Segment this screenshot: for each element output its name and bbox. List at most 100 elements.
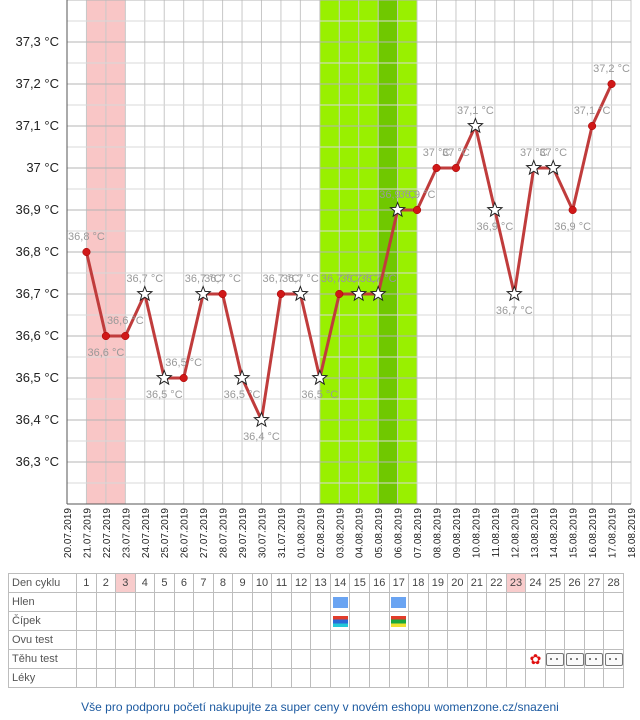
temperature-line bbox=[84, 83, 613, 422]
x-tick-label: 04.08.2019 bbox=[355, 508, 366, 558]
x-tick-label: 22.07.2019 bbox=[102, 508, 113, 558]
table-cell bbox=[388, 668, 410, 688]
table-cell bbox=[486, 592, 507, 612]
data-label: 36,7 °C bbox=[126, 273, 163, 285]
table-cell bbox=[525, 630, 546, 650]
table-cell bbox=[603, 611, 624, 631]
data-point-star bbox=[486, 201, 504, 218]
row-label: Léky bbox=[8, 668, 77, 688]
table-cell bbox=[408, 630, 429, 650]
table-cell bbox=[95, 592, 117, 612]
table-cell bbox=[212, 630, 234, 650]
table-cell bbox=[173, 630, 195, 650]
y-tick-label: 36,6 °C bbox=[15, 328, 59, 343]
footer-promo-link[interactable]: Vše pro podporu početí nakupujte za supe… bbox=[81, 700, 559, 714]
data-label: 36,7 °C bbox=[282, 273, 319, 285]
table-cell bbox=[564, 611, 585, 631]
table-row-ovu-test: Ovu test bbox=[8, 630, 624, 650]
data-point bbox=[218, 289, 227, 299]
table-cell bbox=[466, 630, 488, 650]
row-label: Čípek bbox=[8, 611, 77, 631]
table-cell bbox=[603, 592, 624, 612]
table-cell bbox=[271, 668, 292, 688]
data-label: 36,7 °C bbox=[360, 273, 397, 285]
table-cell bbox=[271, 649, 292, 669]
y-tick-label: 36,9 °C bbox=[15, 202, 59, 217]
table-cell bbox=[271, 630, 292, 650]
table-cell bbox=[388, 649, 410, 669]
table-cell: 20 bbox=[447, 573, 468, 593]
y-tick-label: 37,3 °C bbox=[15, 34, 59, 49]
x-tick-label: 07.08.2019 bbox=[413, 508, 424, 558]
table-cell bbox=[368, 649, 390, 669]
data-point-star bbox=[525, 159, 543, 176]
data-label: 37 °C bbox=[539, 147, 567, 159]
table-row-tehu-test: Těhu test ✿ bbox=[8, 649, 624, 669]
table-cell bbox=[232, 668, 253, 688]
cervix-marker bbox=[391, 615, 407, 627]
table-cell bbox=[76, 630, 97, 650]
table-cell bbox=[212, 611, 234, 631]
table-cell bbox=[525, 611, 546, 631]
table-cell: 7 bbox=[193, 573, 214, 593]
table-cell bbox=[290, 630, 312, 650]
x-tick-label: 01.08.2019 bbox=[296, 508, 307, 558]
x-tick-label: 17.08.2019 bbox=[608, 508, 619, 558]
table-cell bbox=[154, 649, 175, 669]
table-cell bbox=[564, 649, 585, 669]
row-label: Den cyklu bbox=[8, 573, 77, 593]
table-cell bbox=[525, 592, 546, 612]
table-row-leky: Léky bbox=[8, 668, 624, 688]
table-cell bbox=[505, 649, 527, 669]
data-label: 36,7 °C bbox=[263, 273, 300, 285]
table-cell bbox=[388, 611, 410, 631]
table-cell bbox=[564, 630, 585, 650]
table-cell: ✿ bbox=[525, 649, 546, 669]
table-cell bbox=[368, 668, 390, 688]
data-label: 37,1 °C bbox=[457, 105, 494, 117]
data-point bbox=[568, 205, 577, 215]
table-cell bbox=[251, 649, 273, 669]
y-tick-label: 36,8 °C bbox=[15, 244, 59, 259]
data-label: 36,9 °C bbox=[379, 189, 416, 201]
table-cell bbox=[329, 630, 351, 650]
table-cell bbox=[251, 611, 273, 631]
table-cell bbox=[212, 668, 234, 688]
table-cell bbox=[349, 649, 370, 669]
test-strip-icon bbox=[546, 652, 564, 666]
x-tick-label: 28.07.2019 bbox=[219, 508, 230, 558]
table-cell bbox=[427, 630, 449, 650]
table-cell bbox=[173, 611, 195, 631]
x-tick-label: 15.08.2019 bbox=[569, 508, 580, 558]
data-label: 36,5 °C bbox=[146, 389, 183, 401]
table-cell: 28 bbox=[603, 573, 624, 593]
chart-grid bbox=[66, 0, 632, 505]
table-cell bbox=[368, 592, 390, 612]
table-cell bbox=[76, 611, 97, 631]
table-cell: 15 bbox=[349, 573, 370, 593]
table-cell bbox=[154, 592, 175, 612]
table-cell bbox=[505, 668, 527, 688]
data-label: 36,5 °C bbox=[301, 389, 338, 401]
x-tick-label: 14.08.2019 bbox=[549, 508, 560, 558]
table-cell bbox=[505, 630, 527, 650]
data-label: 36,7 °C bbox=[496, 305, 533, 317]
x-tick-label: 27.07.2019 bbox=[199, 508, 210, 558]
data-point-star bbox=[136, 285, 154, 302]
data-point-star bbox=[291, 285, 309, 302]
table-cell: 11 bbox=[271, 573, 292, 593]
table-cell bbox=[466, 668, 488, 688]
temperature-series bbox=[82, 79, 616, 428]
table-cell bbox=[115, 649, 136, 669]
x-tick-label: 02.08.2019 bbox=[316, 508, 327, 558]
table-cell: 24 bbox=[525, 573, 546, 593]
table-cell bbox=[310, 611, 331, 631]
table-cell bbox=[134, 649, 156, 669]
data-point bbox=[432, 163, 441, 173]
table-cell bbox=[408, 611, 429, 631]
table-cell bbox=[329, 649, 351, 669]
table-cell bbox=[76, 592, 97, 612]
table-cell bbox=[310, 592, 331, 612]
table-cell bbox=[427, 592, 449, 612]
table-cell bbox=[310, 668, 331, 688]
